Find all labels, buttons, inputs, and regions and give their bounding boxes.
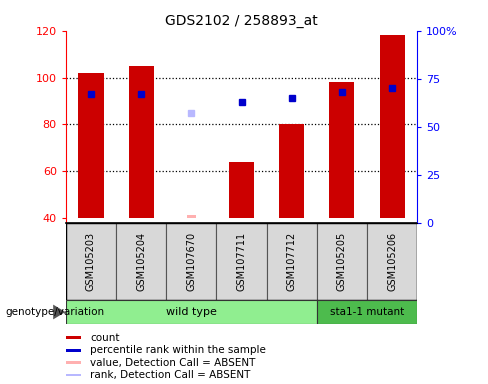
Text: percentile rank within the sample: percentile rank within the sample: [90, 345, 266, 355]
Bar: [187, 215, 196, 218]
Text: GSM107712: GSM107712: [287, 232, 297, 291]
Bar: [66, 300, 317, 324]
Text: GSM105203: GSM105203: [86, 232, 96, 291]
Bar: [66, 336, 81, 339]
Bar: [166, 223, 217, 300]
Text: count: count: [90, 333, 120, 343]
Bar: [279, 124, 305, 218]
Text: GSM107670: GSM107670: [186, 232, 196, 291]
Bar: [229, 162, 254, 218]
Bar: [266, 223, 317, 300]
Bar: [66, 374, 81, 376]
Text: wild type: wild type: [166, 307, 217, 317]
Bar: [367, 223, 417, 300]
Polygon shape: [53, 305, 65, 319]
Bar: [329, 82, 354, 218]
Bar: [116, 223, 166, 300]
Bar: [129, 66, 154, 218]
Title: GDS2102 / 258893_at: GDS2102 / 258893_at: [165, 14, 318, 28]
Bar: [66, 223, 116, 300]
Text: GSM107711: GSM107711: [237, 232, 246, 291]
Bar: [79, 73, 103, 218]
Text: GSM105204: GSM105204: [136, 232, 146, 291]
Text: genotype/variation: genotype/variation: [5, 307, 104, 317]
Bar: [317, 223, 367, 300]
Bar: [66, 349, 81, 351]
Bar: [317, 300, 417, 324]
Bar: [217, 223, 266, 300]
Text: sta1-1 mutant: sta1-1 mutant: [330, 307, 404, 317]
Text: GSM105206: GSM105206: [387, 232, 397, 291]
Text: value, Detection Call = ABSENT: value, Detection Call = ABSENT: [90, 358, 255, 367]
Bar: [380, 35, 405, 218]
Bar: [66, 361, 81, 364]
Text: GSM105205: GSM105205: [337, 232, 347, 291]
Text: rank, Detection Call = ABSENT: rank, Detection Call = ABSENT: [90, 370, 250, 380]
